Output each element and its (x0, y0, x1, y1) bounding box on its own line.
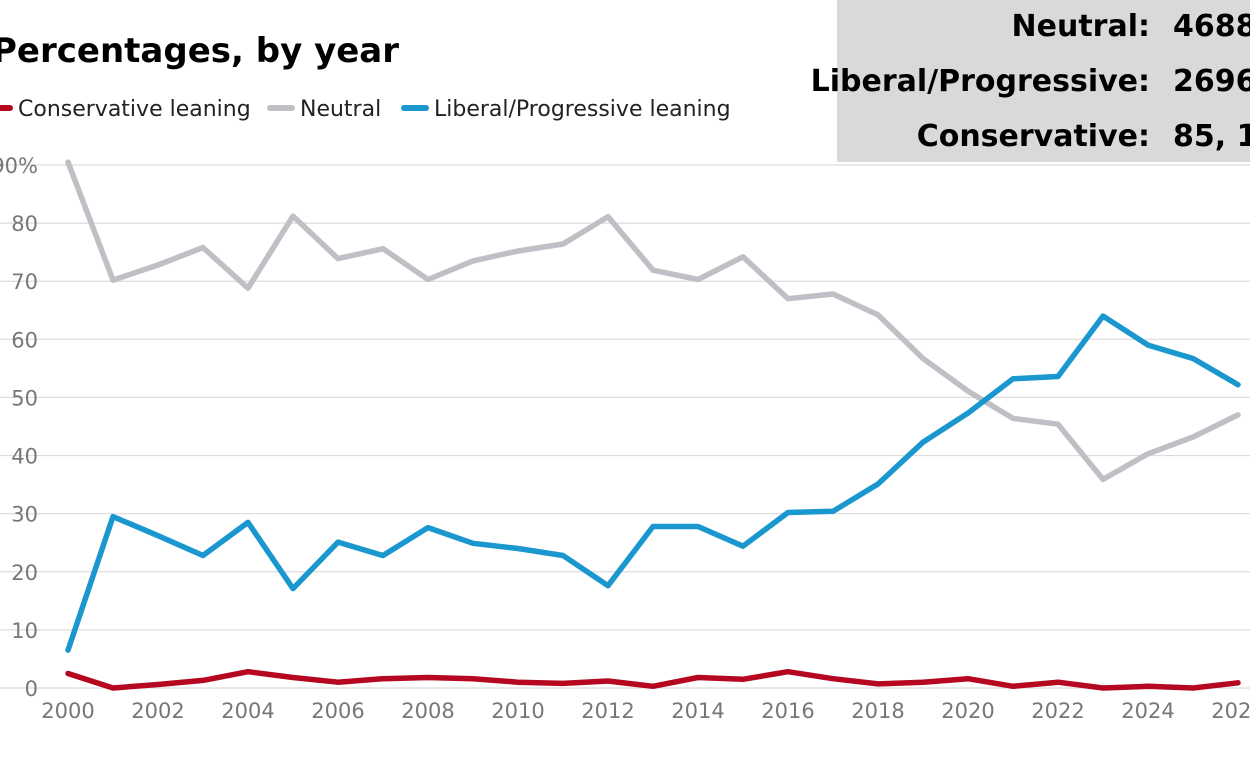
x-tick-label-2020: 2020 (941, 699, 994, 723)
x-axis-tick-labels: 2000 2002 2004 2006 2008 2010 2012 2014 2016 2018… (41, 699, 1250, 723)
y-tick-label-30: 30 (11, 503, 38, 527)
summary-label-liberal: Liberal/Progressive: (811, 64, 1150, 99)
y-tick-label-60: 60 (11, 328, 38, 352)
x-tick-label-2012: 2012 (581, 699, 634, 723)
x-tick-label-2018: 2018 (851, 699, 904, 723)
x-tick-label-2014: 2014 (671, 699, 724, 723)
y-tick-label-90: 90% (0, 154, 38, 178)
legend-item-liberal: Liberal/Progressive leaning (401, 97, 731, 122)
series-line-neutral (65, 159, 1241, 483)
x-tick-label-2004: 2004 (221, 699, 274, 723)
legend: Conservative leaning Neutral Liberal/Pro… (0, 97, 731, 122)
chart-title: Percentages, by year (0, 31, 399, 71)
series-line-conservative-leaning (65, 668, 1241, 691)
x-tick-label-2002: 2002 (131, 699, 184, 723)
legend-item-neutral: Neutral (267, 97, 381, 122)
x-tick-label-2000: 2000 (41, 699, 94, 723)
y-tick-label-20: 20 (11, 561, 38, 585)
gridlines (0, 164, 1250, 689)
summary-label-conservative: Conservative: (917, 119, 1150, 154)
summary-value-liberal: 2696, (1173, 64, 1250, 99)
summary-label-neutral: Neutral: (1012, 9, 1150, 44)
x-tick-label-2024: 2024 (1121, 699, 1174, 723)
legend-label-liberal: Liberal/Progressive leaning (434, 97, 731, 122)
legend-item-conservative: Conservative leaning (0, 97, 251, 122)
summary-box-background (837, 0, 1250, 162)
x-tick-label-2006: 2006 (311, 699, 364, 723)
summary-box: Neutral: 4688, Liberal/Progressive: 2696… (811, 0, 1250, 162)
summary-value-neutral: 4688, (1173, 9, 1250, 44)
y-axis-tick-labels: 0 10 20 30 40 50 60 70 80 90% (0, 154, 38, 701)
series-line-liberal-progressive-leaning (65, 313, 1241, 653)
y-tick-label-10: 10 (11, 619, 38, 643)
summary-value-conservative: 85, 1% (1173, 119, 1250, 154)
y-tick-label-0: 0 (25, 677, 38, 701)
x-tick-label-2016: 2016 (761, 699, 814, 723)
y-tick-label-80: 80 (11, 212, 38, 236)
y-tick-label-50: 50 (11, 386, 38, 410)
legend-label-conservative: Conservative leaning (18, 97, 251, 122)
y-tick-label-40: 40 (11, 445, 38, 469)
x-tick-label-2010: 2010 (491, 699, 544, 723)
x-tick-label-2022: 2022 (1031, 699, 1084, 723)
series-lines (65, 159, 1241, 691)
x-tick-label-2008: 2008 (401, 699, 454, 723)
legend-label-neutral: Neutral (300, 97, 381, 122)
x-tick-label-2026: 2026 (1211, 699, 1250, 723)
y-tick-label-70: 70 (11, 270, 38, 294)
